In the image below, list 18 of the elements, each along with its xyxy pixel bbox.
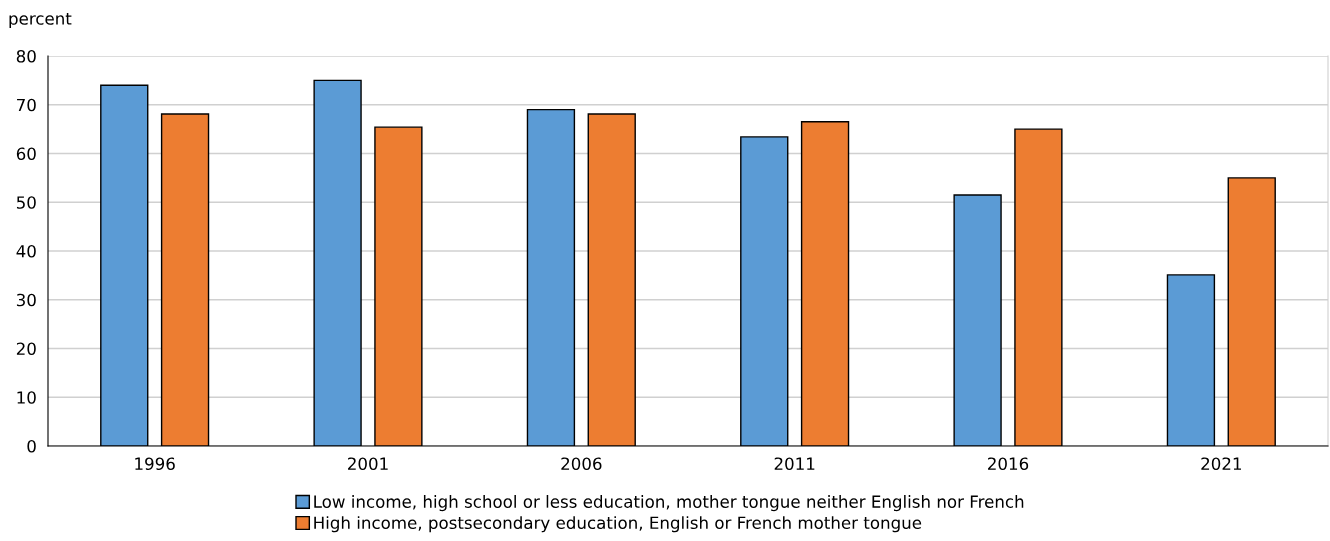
y-tick-label: 70 bbox=[17, 98, 36, 112]
y-axis-title: percent bbox=[9, 12, 72, 29]
y-tick-label: 0 bbox=[27, 439, 36, 453]
x-tick-label: 2006 bbox=[561, 457, 602, 471]
x-tick-label: 1996 bbox=[135, 457, 175, 471]
y-tick-label: 10 bbox=[17, 391, 36, 404]
x-tick-label: 2011 bbox=[774, 457, 815, 471]
y-tick-label: 80 bbox=[16, 49, 36, 63]
x-tick-label: 2001 bbox=[348, 457, 388, 471]
y-tick-label: 60 bbox=[16, 147, 36, 161]
legend-label: High income, postsecondary education, English or French mother tongue bbox=[314, 516, 922, 533]
y-tick-label: 40 bbox=[16, 244, 36, 258]
x-tick-label: 2016 bbox=[988, 457, 1029, 471]
x-tick-label: 2021 bbox=[1201, 457, 1241, 471]
y-tick-label: 30 bbox=[16, 293, 36, 307]
y-tick-label: 20 bbox=[16, 342, 36, 356]
legend-label: Low income, high school or less education, mother tongue neither English nor French bbox=[314, 495, 1024, 512]
y-tick-label: 50 bbox=[16, 196, 36, 209]
